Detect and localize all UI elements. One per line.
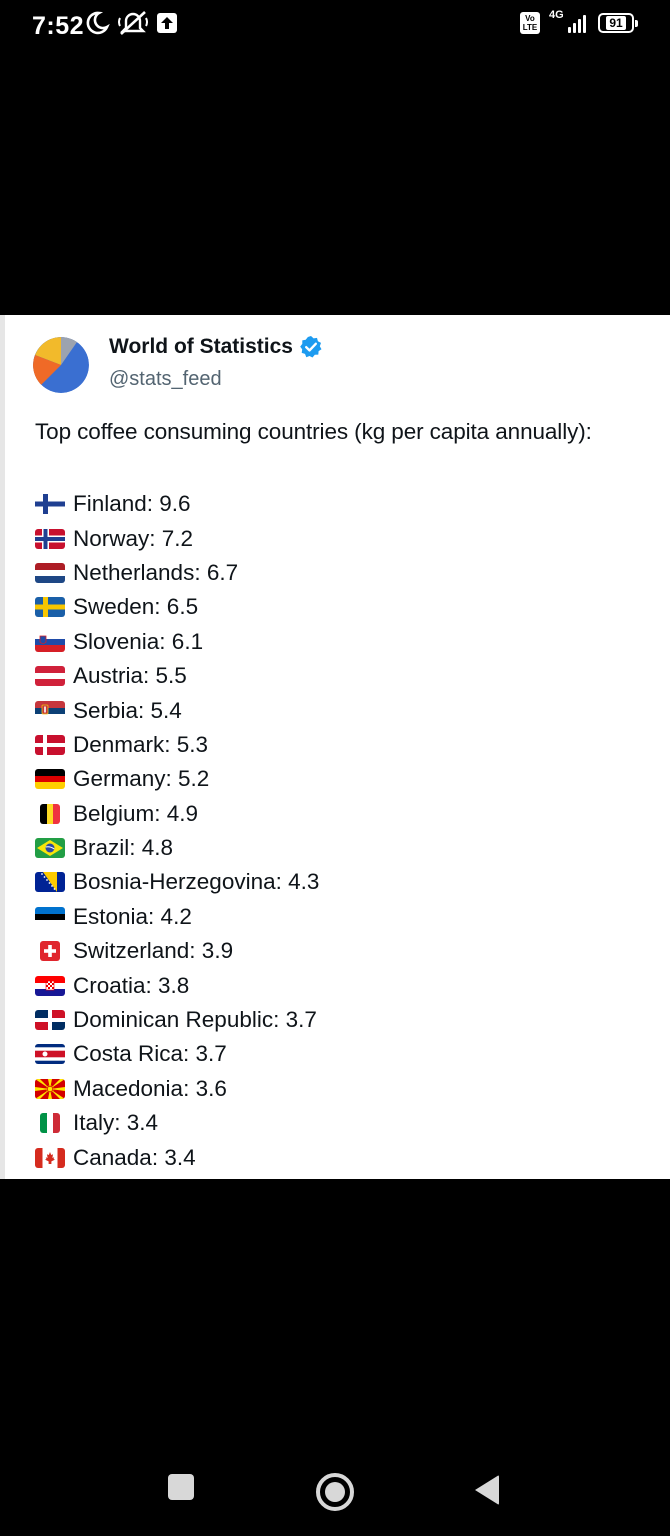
- list-item-label: Estonia: 4.2: [73, 903, 192, 929]
- avatar[interactable]: [33, 337, 89, 393]
- list-item-label: Serbia: 5.4: [73, 697, 182, 723]
- author-name[interactable]: World of Statistics: [109, 335, 323, 359]
- country-list: Finland: 9.6 Norway: 7.2 Netherlands: 6.…: [35, 487, 319, 1175]
- list-item-label: Italy: 3.4: [73, 1110, 159, 1136]
- list-item: Germany: 5.2: [35, 762, 319, 796]
- switzerland-flag: [40, 941, 60, 962]
- list-item-label: Croatia: 3.8: [73, 972, 190, 998]
- list-item: Norway: 7.2: [35, 521, 319, 555]
- canada-flag: [35, 1147, 65, 1168]
- verified-badge-icon: [300, 336, 322, 358]
- status-time: 7:52: [32, 12, 85, 40]
- finland-flag: [35, 494, 65, 515]
- netherlands-flag: [35, 562, 65, 583]
- upload-icon: [156, 12, 178, 39]
- list-item: Estonia: 4.2: [35, 900, 319, 934]
- slovenia-flag: [35, 631, 65, 652]
- status-bar: 7:52 Vo LTE 4G 91: [0, 0, 670, 52]
- battery-icon: 91: [598, 13, 638, 33]
- tweet-card[interactable]: World of Statistics @stats_feed Top coff…: [0, 315, 670, 1179]
- list-item: Croatia: 3.8: [35, 968, 319, 1002]
- list-item: Macedonia: 3.6: [35, 1072, 319, 1106]
- list-item: Costa Rica: 3.7: [35, 1037, 319, 1071]
- italy-flag: [40, 1113, 60, 1134]
- navigation-bar: [0, 1440, 670, 1536]
- pie-chart-logo-icon: [33, 337, 89, 393]
- list-item: Brazil: 4.8: [35, 831, 319, 865]
- author-block[interactable]: World of Statistics @stats_feed: [109, 335, 323, 391]
- list-item-label: Denmark: 5.3: [73, 731, 209, 757]
- list-item: Switzerland: 3.9: [35, 934, 319, 968]
- costa-rica-flag: [35, 1044, 65, 1065]
- list-item-label: Switzerland: 3.9: [73, 938, 234, 964]
- list-item: Dominican Republic: 3.7: [35, 1003, 319, 1037]
- author-handle[interactable]: @stats_feed: [109, 368, 222, 390]
- austria-flag: [35, 666, 65, 687]
- status-left-icons: [84, 10, 178, 41]
- list-item-label: Macedonia: 3.6: [73, 1075, 227, 1101]
- moon-icon: [84, 10, 110, 41]
- list-item-label: Belgium: 4.9: [73, 800, 199, 826]
- list-item-label: Finland: 9.6: [73, 491, 191, 517]
- list-item: Slovenia: 6.1: [35, 625, 319, 659]
- list-item: Italy: 3.4: [35, 1106, 319, 1140]
- belgium-flag: [40, 803, 60, 824]
- author-name-text: World of Statistics: [109, 335, 293, 358]
- bosnia-herzegovina-flag: [35, 872, 65, 893]
- list-item: Netherlands: 6.7: [35, 556, 319, 590]
- croatia-flag: [35, 975, 65, 996]
- denmark-flag: [35, 734, 65, 755]
- tweet-text: Top coffee consuming countries (kg per c…: [35, 419, 592, 444]
- list-item: Canada: 3.4: [35, 1140, 319, 1174]
- notifications-off-icon: [118, 10, 148, 41]
- list-item: Serbia: 5.4: [35, 693, 319, 727]
- battery-level: 91: [606, 16, 626, 30]
- list-item-label: Slovenia: 6.1: [73, 628, 204, 654]
- status-right-icons: Vo LTE 4G 91: [520, 9, 638, 34]
- list-item-label: Dominican Republic: 3.7: [73, 1007, 317, 1033]
- list-item-label: Canada: 3.4: [73, 1144, 196, 1170]
- list-item-label: Brazil: 4.8: [73, 835, 174, 861]
- list-item-label: Sweden: 6.5: [73, 594, 199, 620]
- list-item: Denmark: 5.3: [35, 728, 319, 762]
- network-type: 4G: [549, 9, 564, 21]
- home-button[interactable]: [316, 1473, 354, 1511]
- norway-flag: [35, 528, 65, 549]
- brazil-flag: [35, 838, 65, 859]
- list-item-label: Netherlands: 6.7: [73, 559, 239, 585]
- list-item-label: Norway: 7.2: [73, 525, 194, 551]
- volte-icon: Vo LTE: [520, 12, 540, 34]
- dominican-republic-flag: [35, 1010, 65, 1031]
- recents-button[interactable]: [168, 1474, 194, 1500]
- list-item-label: Germany: 5.2: [73, 766, 210, 792]
- germany-flag: [35, 769, 65, 790]
- sweden-flag: [35, 597, 65, 618]
- list-item-label: Bosnia-Herzegovina: 4.3: [73, 869, 320, 895]
- macedonia-flag: [35, 1078, 65, 1099]
- serbia-flag: [35, 700, 65, 721]
- estonia-flag: [35, 906, 65, 927]
- list-item: Austria: 5.5: [35, 659, 319, 693]
- list-item: Finland: 9.6: [35, 487, 319, 521]
- list-item: Belgium: 4.9: [35, 797, 319, 831]
- back-button[interactable]: [475, 1475, 499, 1505]
- signal-icon: 4G: [546, 9, 586, 33]
- list-item: Sweden: 6.5: [35, 590, 319, 624]
- list-item-label: Austria: 5.5: [73, 663, 187, 689]
- list-item: Bosnia-Herzegovina: 4.3: [35, 865, 319, 899]
- list-item-label: Costa Rica: 3.7: [73, 1041, 227, 1067]
